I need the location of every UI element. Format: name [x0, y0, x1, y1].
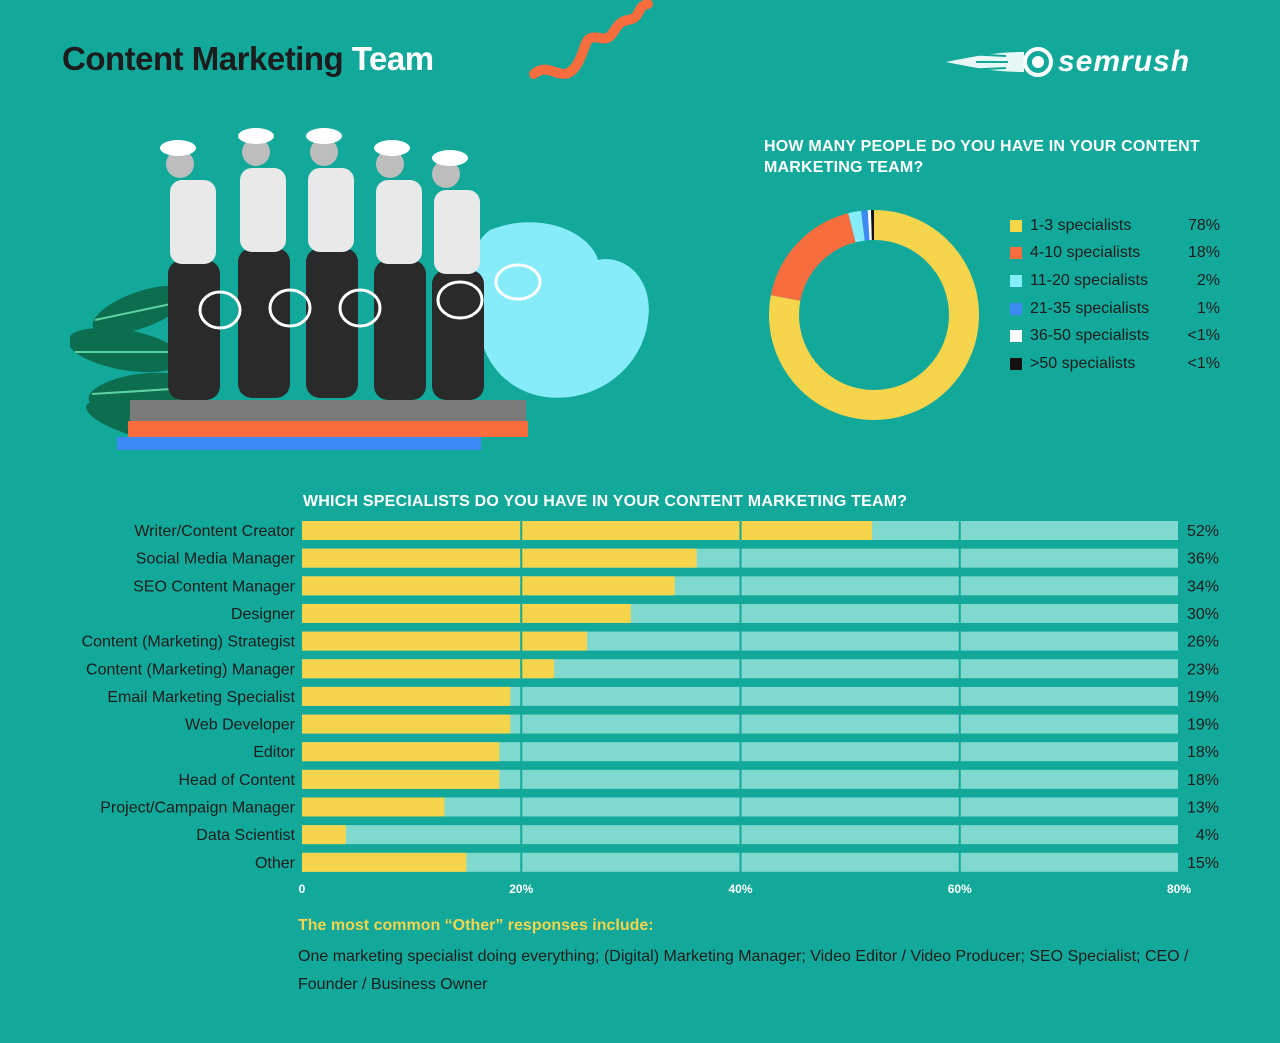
bar-category-label: Other	[255, 855, 296, 872]
page-title: Content Marketing Team	[62, 40, 434, 78]
bar-writer-content-creator	[302, 521, 873, 540]
bar-category-label: Designer	[231, 606, 296, 623]
legend-value: 2%	[1196, 271, 1220, 289]
bar-category-label: Email Marketing Specialist	[107, 689, 295, 706]
legend-value: <1%	[1187, 327, 1220, 345]
bar-project-campaign-manager	[302, 797, 445, 817]
team-size-donut-chart	[769, 210, 979, 420]
legend-swatch	[1010, 357, 1022, 370]
bar-category-label: Data Scientist	[196, 827, 295, 844]
legend-item-50-specialists: >50 specialists <1%	[1010, 350, 1220, 378]
title-dark-part: Content Marketing	[62, 40, 344, 77]
title-light-part: Team	[351, 40, 434, 77]
legend-label: >50 specialists	[1030, 354, 1136, 372]
legend-item-21-35-specialists: 21-35 specialists 1%	[1010, 295, 1220, 323]
team-size-legend: 1-3 specialists 78% 4-10 specialists 18% 11-…	[1010, 212, 1220, 378]
decorative-squiggle-icon	[529, 0, 653, 79]
x-tick-label: 20%	[509, 882, 533, 896]
bar-category-label: Head of Content	[178, 772, 295, 789]
bar-category-label: SEO Content Manager	[133, 578, 296, 595]
legend-swatch	[1010, 302, 1022, 315]
legend-swatch	[1010, 274, 1022, 287]
x-tick-label: 0	[299, 882, 306, 896]
legend-swatch	[1010, 330, 1022, 343]
bar-head-of-content	[302, 769, 500, 789]
bar-category-label: Writer/Content Creator	[134, 523, 295, 540]
vintage-tennis-players-photo-icon	[70, 128, 649, 450]
bar-value-label: 19%	[1187, 689, 1219, 706]
bar-category-label: Project/Campaign Manager	[100, 800, 295, 817]
bar-content-marketing-strategist	[302, 631, 588, 651]
bar-social-media-manager	[302, 548, 697, 568]
legend-swatch	[1010, 247, 1022, 260]
legend-value: 78%	[1187, 216, 1220, 234]
legend-value: 18%	[1187, 244, 1220, 262]
legend-item-4-10-specialists: 4-10 specialists 18%	[1010, 240, 1220, 268]
bar-value-label: 30%	[1187, 606, 1219, 623]
logo-text: semrush	[1058, 45, 1191, 78]
bar-editor	[302, 742, 500, 762]
legend-value: <1%	[1187, 354, 1220, 372]
semrush-fireball-icon	[946, 47, 1053, 77]
bar-value-label: 34%	[1187, 578, 1219, 595]
bar-value-label: 19%	[1187, 717, 1219, 734]
other-responses-body: One marketing specialist doing everythin…	[298, 948, 1189, 993]
bar-value-label: 36%	[1187, 551, 1219, 568]
bar-seo-content-manager	[302, 576, 675, 596]
x-tick-label: 80%	[1167, 882, 1191, 896]
bar-value-label: 18%	[1187, 744, 1219, 761]
legend-item-11-20-specialists: 11-20 specialists 2%	[1010, 267, 1220, 295]
legend-label: 21-35 specialists	[1030, 299, 1150, 317]
legend-item-1-3-specialists: 1-3 specialists 78%	[1010, 212, 1220, 240]
specialists-question: WHICH SPECIALISTS DO YOU HAVE IN YOUR CO…	[303, 493, 908, 510]
legend-item-36-50-specialists: 36-50 specialists <1%	[1010, 322, 1220, 350]
bar-value-label: 18%	[1187, 772, 1219, 789]
bar-value-label: 4%	[1196, 827, 1219, 844]
bar-content-marketing-manager	[302, 659, 555, 679]
bar-designer	[302, 603, 631, 623]
x-tick-label: 60%	[948, 882, 972, 896]
legend-value: 1%	[1196, 299, 1220, 317]
bar-value-label: 26%	[1187, 634, 1219, 651]
bar-category-label: Content (Marketing) Strategist	[82, 634, 296, 651]
bar-value-label: 13%	[1187, 800, 1219, 817]
bar-category-label: Web Developer	[185, 717, 296, 734]
bar-other	[302, 852, 467, 872]
bar-category-label: Content (Marketing) Manager	[86, 661, 296, 678]
legend-swatch	[1010, 219, 1022, 232]
bar-value-label: 52%	[1187, 523, 1219, 540]
bar-data-scientist	[302, 825, 346, 845]
legend-label: 1-3 specialists	[1030, 216, 1132, 234]
team-size-question: HOW MANY PEOPLE DO YOU HAVE IN YOUR CONT…	[764, 138, 1200, 176]
bar-web-developer	[302, 714, 511, 734]
bar-value-label: 23%	[1187, 661, 1219, 678]
legend-label: 4-10 specialists	[1030, 244, 1141, 262]
bar-email-marketing-specialist	[302, 686, 511, 706]
legend-label: 36-50 specialists	[1030, 327, 1150, 345]
bar-value-label: 15%	[1187, 855, 1219, 872]
bar-category-label: Social Media Manager	[136, 551, 296, 568]
bar-category-label: Editor	[253, 744, 295, 761]
other-responses-title: The most common “Other” responses includ…	[298, 917, 654, 934]
legend-label: 11-20 specialists	[1030, 271, 1148, 289]
x-tick-label: 40%	[728, 882, 752, 896]
semrush-logo: semrush	[946, 44, 1190, 80]
donut-slice-50-specialists	[769, 210, 979, 420]
